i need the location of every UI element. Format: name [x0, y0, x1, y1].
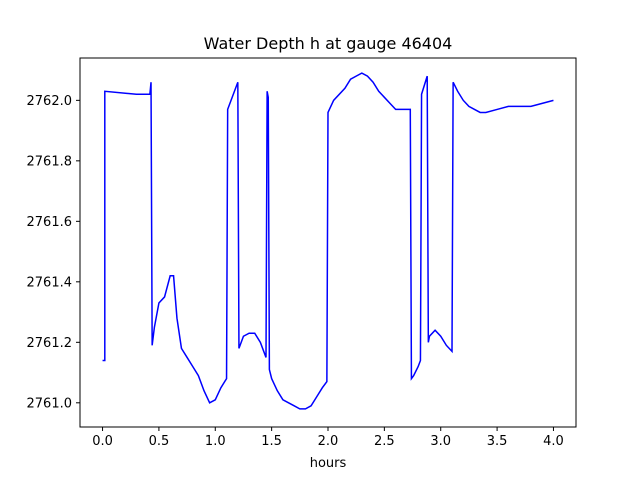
y-tick-label: 2761.2 [27, 336, 73, 351]
plot-area [102, 72, 554, 410]
x-axis: 0.0 0.5 1.0 1.5 2.0 2.5 3.0 3.5 4.0 [92, 427, 564, 449]
chart-title: Water Depth h at gauge 46404 [204, 34, 453, 53]
y-tick-label: 2761.0 [27, 396, 73, 411]
y-tick-label: 2762.0 [27, 94, 73, 109]
x-tick-label: 2.5 [374, 434, 395, 449]
series-line [102, 72, 554, 410]
x-tick-label: 0.5 [149, 434, 170, 449]
y-axis: 2761.0 2761.2 2761.4 2761.6 2761.8 2762.0 [27, 94, 80, 411]
x-tick-label: 0.0 [92, 434, 113, 449]
x-tick-label: 2.0 [318, 434, 339, 449]
y-tick-label: 2761.8 [27, 154, 73, 169]
x-axis-label: hours [310, 456, 347, 471]
x-tick-label: 1.0 [205, 434, 226, 449]
x-tick-label: 1.5 [261, 434, 282, 449]
y-tick-label: 2761.6 [27, 215, 73, 230]
x-tick-label: 3.5 [487, 434, 508, 449]
x-tick-label: 3.0 [430, 434, 451, 449]
x-tick-label: 4.0 [543, 434, 564, 449]
y-tick-label: 2761.4 [27, 275, 73, 290]
